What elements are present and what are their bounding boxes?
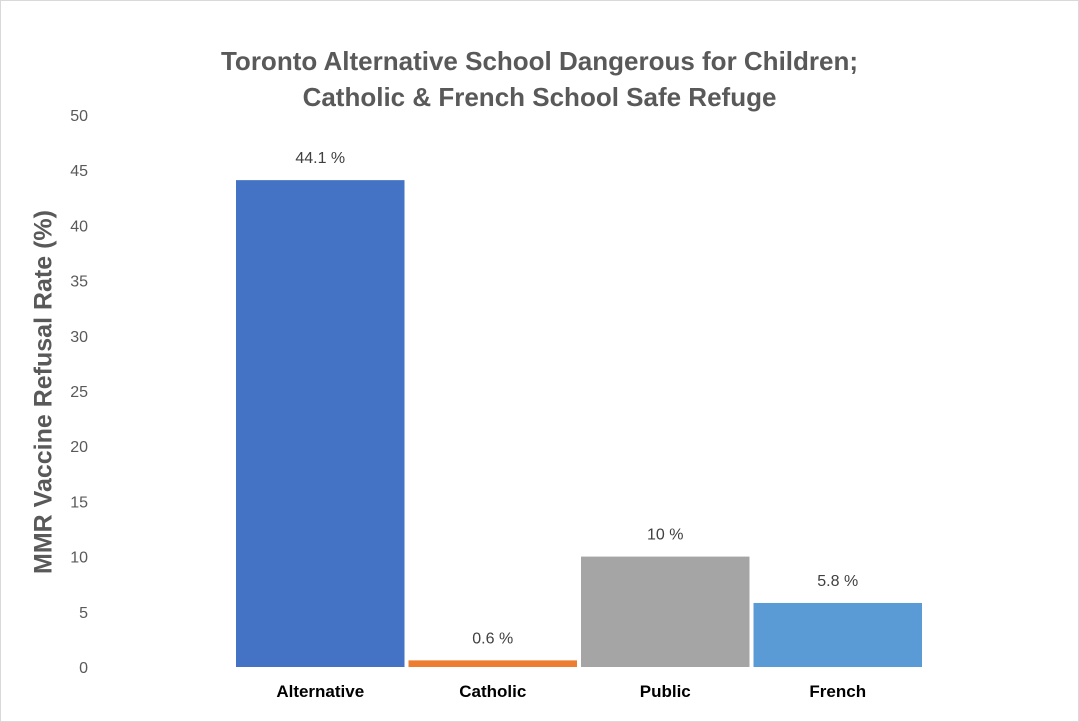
category-label-alternative: Alternative bbox=[276, 682, 364, 701]
y-tick-label: 20 bbox=[70, 439, 88, 456]
bar-catholic bbox=[408, 660, 577, 667]
y-axis-ticks: 0 5 10 15 20 25 30 35 40 45 50 bbox=[70, 108, 88, 677]
y-tick-label: 5 bbox=[79, 605, 88, 622]
chart-title-line-1: Toronto Alternative School Dangerous for… bbox=[220, 46, 859, 76]
y-tick-label: 10 bbox=[70, 550, 88, 567]
data-label-public: 10 % bbox=[647, 527, 683, 544]
bars bbox=[236, 180, 922, 668]
y-tick-label: 0 bbox=[79, 660, 88, 677]
category-label-french: French bbox=[809, 682, 866, 701]
y-tick-label: 50 bbox=[70, 108, 88, 125]
bar-french bbox=[753, 602, 922, 667]
y-tick-label: 30 bbox=[70, 329, 88, 346]
category-label-catholic: Catholic bbox=[459, 682, 526, 701]
y-tick-label: 45 bbox=[70, 163, 88, 180]
bar-public bbox=[581, 556, 750, 667]
y-tick-label: 40 bbox=[70, 218, 88, 235]
category-labels: Alternative Catholic Public French bbox=[276, 682, 866, 701]
bar-alternative bbox=[236, 180, 405, 668]
data-label-alternative: 44.1 % bbox=[295, 150, 345, 167]
data-label-french: 5.8 % bbox=[817, 573, 858, 590]
chart-title-line-2: Catholic & French School Safe Refuge bbox=[302, 82, 777, 112]
data-label-catholic: 0.6 % bbox=[472, 630, 513, 647]
data-labels: 44.1 % 0.6 % 10 % 5.8 % bbox=[295, 150, 858, 647]
y-tick-label: 15 bbox=[70, 494, 88, 511]
y-tick-label: 35 bbox=[70, 274, 88, 291]
y-tick-label: 25 bbox=[70, 384, 88, 401]
category-label-public: Public bbox=[640, 682, 691, 701]
